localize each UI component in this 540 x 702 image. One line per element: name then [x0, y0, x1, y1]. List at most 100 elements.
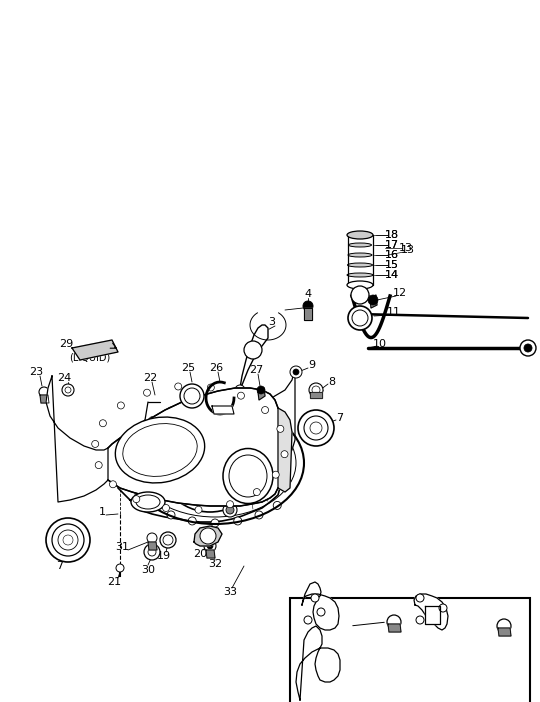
Circle shape: [497, 619, 511, 633]
Circle shape: [148, 548, 156, 556]
Text: 13: 13: [399, 243, 413, 253]
Polygon shape: [96, 472, 109, 484]
Polygon shape: [72, 340, 118, 360]
Circle shape: [147, 533, 157, 543]
Circle shape: [131, 476, 139, 484]
Text: 28: 28: [73, 461, 87, 471]
Circle shape: [149, 501, 157, 510]
Circle shape: [188, 517, 196, 525]
Polygon shape: [388, 624, 401, 632]
Polygon shape: [238, 325, 268, 398]
Polygon shape: [414, 594, 448, 630]
Polygon shape: [194, 526, 222, 546]
Circle shape: [304, 416, 328, 440]
Circle shape: [238, 392, 245, 399]
Circle shape: [416, 594, 424, 602]
Text: 10: 10: [373, 339, 387, 349]
Text: 25: 25: [181, 363, 195, 373]
Circle shape: [39, 387, 49, 397]
Polygon shape: [148, 542, 157, 550]
Circle shape: [158, 408, 262, 512]
Polygon shape: [302, 582, 339, 630]
Text: 14: 14: [385, 270, 399, 280]
Bar: [290, 598, 530, 702]
Text: (LIQUID): (LIQUID): [69, 353, 111, 363]
Circle shape: [52, 524, 84, 556]
Circle shape: [244, 341, 262, 359]
Text: 17: 17: [385, 240, 399, 250]
Text: 23: 23: [29, 367, 43, 377]
Text: 16: 16: [385, 250, 399, 260]
Circle shape: [200, 528, 216, 544]
Circle shape: [273, 416, 281, 425]
Circle shape: [149, 416, 157, 425]
Ellipse shape: [116, 417, 205, 483]
Ellipse shape: [347, 231, 373, 239]
Polygon shape: [206, 550, 215, 558]
Polygon shape: [160, 405, 270, 507]
Polygon shape: [212, 406, 234, 414]
Circle shape: [167, 407, 175, 415]
Ellipse shape: [348, 243, 372, 247]
Polygon shape: [498, 628, 511, 636]
Circle shape: [92, 440, 99, 447]
Ellipse shape: [131, 492, 165, 512]
Circle shape: [272, 471, 279, 478]
Circle shape: [242, 395, 250, 403]
Circle shape: [163, 505, 170, 512]
Circle shape: [123, 459, 131, 467]
Text: 15: 15: [385, 260, 399, 270]
Polygon shape: [310, 392, 322, 398]
Text: 5: 5: [354, 601, 361, 611]
Circle shape: [135, 429, 143, 437]
Text: 31: 31: [115, 542, 129, 552]
Circle shape: [310, 422, 322, 434]
Polygon shape: [115, 403, 283, 522]
Text: 8: 8: [328, 377, 335, 387]
Circle shape: [95, 462, 102, 469]
Circle shape: [46, 518, 90, 562]
Text: (4  SPEED): (4 SPEED): [324, 599, 376, 609]
Circle shape: [416, 616, 424, 624]
Text: 14: 14: [385, 270, 399, 280]
Text: 12: 12: [393, 288, 407, 298]
Text: 20: 20: [193, 549, 207, 559]
Circle shape: [348, 306, 372, 330]
Circle shape: [317, 608, 325, 616]
Text: 30: 30: [141, 565, 155, 575]
Circle shape: [255, 511, 263, 519]
Text: 11: 11: [387, 307, 401, 317]
Circle shape: [309, 383, 323, 397]
Text: 24: 24: [57, 373, 71, 383]
Circle shape: [387, 615, 401, 629]
Circle shape: [352, 310, 368, 326]
Circle shape: [226, 506, 234, 514]
Polygon shape: [242, 396, 250, 410]
Text: 29: 29: [59, 339, 73, 349]
Circle shape: [63, 535, 73, 545]
Circle shape: [520, 340, 536, 356]
Circle shape: [58, 530, 78, 550]
Polygon shape: [40, 395, 49, 403]
Text: 29: 29: [105, 469, 119, 479]
Circle shape: [303, 301, 313, 311]
Text: 6: 6: [217, 495, 224, 505]
Circle shape: [273, 501, 281, 510]
Circle shape: [227, 501, 233, 508]
Ellipse shape: [347, 281, 373, 289]
Text: 2: 2: [502, 612, 510, 622]
Circle shape: [110, 481, 117, 488]
Circle shape: [184, 388, 200, 404]
Text: 18: 18: [385, 230, 399, 240]
Text: 32: 32: [208, 559, 222, 569]
Circle shape: [234, 401, 242, 409]
Circle shape: [144, 389, 151, 396]
Circle shape: [99, 420, 106, 427]
Text: 1: 1: [481, 600, 488, 610]
Circle shape: [135, 489, 143, 497]
Circle shape: [62, 384, 74, 396]
Text: 27: 27: [249, 365, 263, 375]
Polygon shape: [278, 408, 292, 492]
Circle shape: [211, 519, 219, 527]
Ellipse shape: [347, 273, 373, 277]
